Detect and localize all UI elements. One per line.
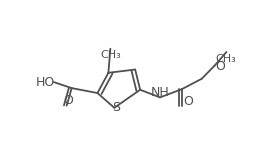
Text: NH: NH — [151, 86, 169, 99]
Text: CH₃: CH₃ — [100, 50, 121, 60]
Text: S: S — [112, 101, 120, 114]
Text: O: O — [216, 60, 226, 73]
Text: CH₃: CH₃ — [216, 54, 236, 64]
Text: HO: HO — [35, 76, 55, 89]
Text: O: O — [63, 94, 73, 107]
Text: O: O — [183, 95, 193, 108]
